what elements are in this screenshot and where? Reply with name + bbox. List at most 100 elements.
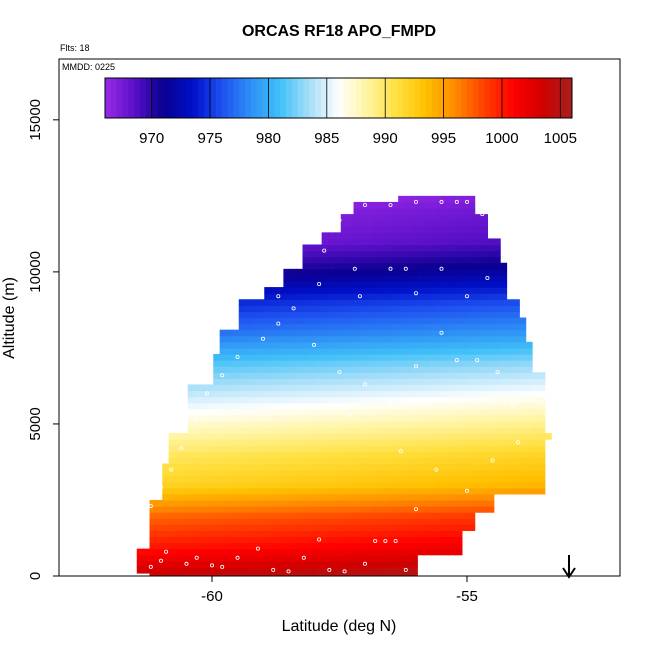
heatmap-cell xyxy=(187,414,195,422)
heatmap-cell xyxy=(340,384,348,392)
heatmap-cell xyxy=(404,433,412,440)
heatmap-cell xyxy=(308,390,316,398)
heatmap-cell xyxy=(449,208,457,215)
heatmap-cell xyxy=(213,566,221,574)
observation-point xyxy=(485,275,490,280)
heatmap-cell xyxy=(391,299,399,306)
heatmap-cell xyxy=(206,439,214,446)
heatmap-cell xyxy=(353,341,361,349)
heatmap-cell xyxy=(359,256,367,264)
heatmap-cell xyxy=(347,341,355,349)
heatmap-cell xyxy=(430,287,437,294)
heatmap-cell xyxy=(175,493,182,501)
heatmap-cell xyxy=(289,463,297,471)
heatmap-cell xyxy=(379,487,386,495)
heatmap-cell xyxy=(474,353,482,361)
heatmap-cell xyxy=(404,536,412,544)
heatmap-cell xyxy=(347,244,355,252)
heatmap-cell xyxy=(372,469,380,477)
heatmap-cell xyxy=(289,439,297,446)
heatmap-cell xyxy=(487,244,495,252)
heatmap-cell xyxy=(206,560,214,568)
heatmap-cell xyxy=(277,414,284,422)
heatmap-cell xyxy=(474,360,482,367)
heatmap-cell xyxy=(455,524,463,531)
heatmap-cell xyxy=(385,317,393,325)
heatmap-cell xyxy=(404,208,412,215)
heatmap-cell xyxy=(359,439,367,446)
heatmap-cell xyxy=(436,317,444,325)
heatmap-cell xyxy=(283,542,291,550)
heatmap-cell xyxy=(340,214,348,221)
heatmap-cell xyxy=(532,481,539,489)
heatmap-cell xyxy=(359,481,367,489)
heatmap-cell xyxy=(238,560,246,568)
colorbar-segment xyxy=(414,78,421,118)
heatmap-cell xyxy=(315,262,323,270)
heatmap-cell xyxy=(506,402,514,410)
heatmap-cell xyxy=(359,493,367,501)
heatmap-cell xyxy=(340,499,348,507)
heatmap-cell xyxy=(206,445,214,452)
heatmap-cell xyxy=(296,268,304,276)
heatmap-cell xyxy=(423,390,431,398)
heatmap-cell xyxy=(461,378,469,385)
heatmap-cell xyxy=(461,317,469,325)
heatmap-cell xyxy=(321,451,329,458)
heatmap-cell xyxy=(468,214,476,221)
heatmap-cell xyxy=(436,396,444,404)
heatmap-cell xyxy=(417,360,425,367)
heatmap-cell xyxy=(347,287,355,294)
heatmap-cell xyxy=(442,299,450,306)
heatmap-cell xyxy=(315,433,323,440)
heatmap-cell xyxy=(455,402,463,410)
heatmap-cell xyxy=(359,299,367,306)
heatmap-cell xyxy=(321,469,329,477)
heatmap-cell xyxy=(308,506,316,513)
heatmap-cell xyxy=(525,487,533,495)
heatmap-cell xyxy=(372,226,380,233)
heatmap-cell xyxy=(277,329,284,337)
heatmap-cell xyxy=(442,208,450,215)
colorbar: 970 975 980 985 990 995 1000 1005 xyxy=(104,77,577,147)
heatmap-cell xyxy=(404,329,412,337)
heatmap-cell xyxy=(347,481,355,489)
heatmap-cell xyxy=(391,256,399,264)
heatmap-cell xyxy=(226,524,233,531)
heatmap-cell xyxy=(200,384,208,392)
heatmap-cell xyxy=(264,317,272,325)
heatmap-cell xyxy=(283,274,291,282)
heatmap-cell xyxy=(506,347,514,355)
heatmap-cell xyxy=(398,250,406,258)
heatmap-cell xyxy=(277,287,284,294)
heatmap-cell xyxy=(442,274,450,282)
heatmap-cell xyxy=(379,524,386,531)
heatmap-cell xyxy=(410,329,418,337)
heatmap-cell xyxy=(340,536,348,544)
heatmap-cell xyxy=(423,548,431,556)
heatmap-cell xyxy=(359,542,367,550)
heatmap-cell xyxy=(168,493,176,501)
heatmap-cell xyxy=(347,420,355,428)
heatmap-cell xyxy=(264,542,272,550)
heatmap-cell xyxy=(226,512,233,519)
heatmap-cell xyxy=(442,311,450,319)
heatmap-cell xyxy=(245,493,253,501)
heatmap-cell xyxy=(468,250,476,258)
heatmap-cell xyxy=(532,372,539,379)
heatmap-cell xyxy=(512,481,520,489)
heatmap-cell xyxy=(487,366,495,373)
heatmap-cell xyxy=(442,317,450,325)
heatmap-cell xyxy=(302,341,310,349)
heatmap-cell xyxy=(296,579,303,586)
heatmap-cell xyxy=(206,536,214,544)
heatmap-cell xyxy=(200,469,208,477)
heatmap-cell xyxy=(481,238,488,246)
heatmap-cell xyxy=(410,560,418,568)
heatmap-cell xyxy=(353,457,361,465)
heatmap-cell xyxy=(168,463,176,471)
heatmap-cell xyxy=(500,463,508,471)
heatmap-cell xyxy=(455,274,463,282)
heatmap-cell xyxy=(328,493,335,501)
colorbar-segment xyxy=(192,78,199,118)
